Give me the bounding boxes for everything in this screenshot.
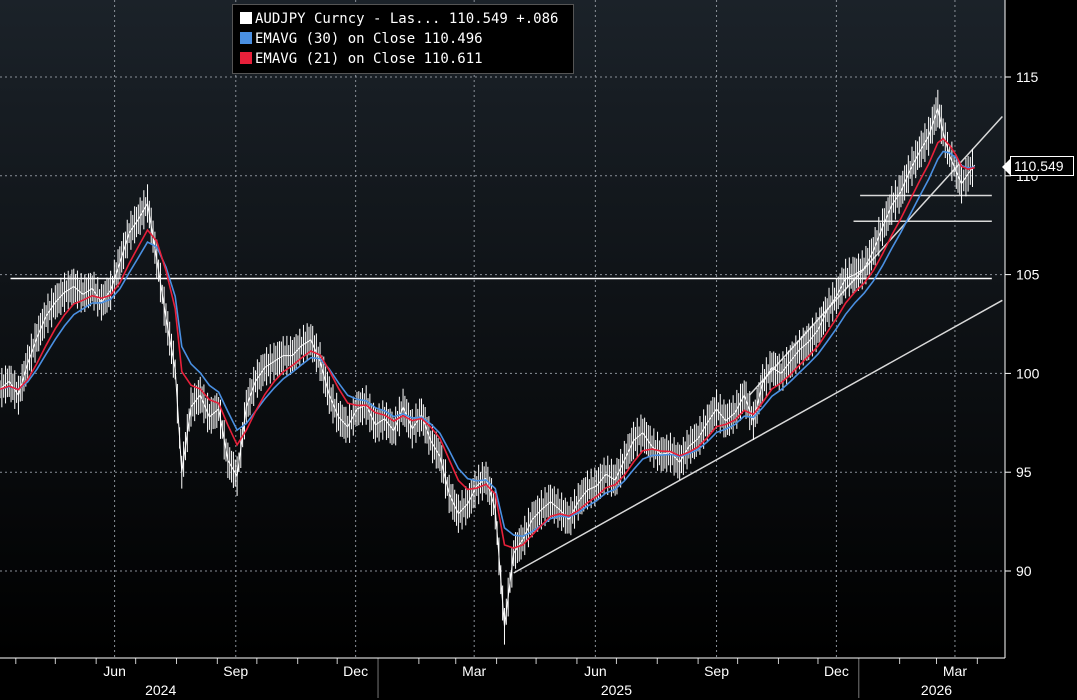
y-tick-label: 95 xyxy=(1016,464,1032,480)
x-year-label: 2026 xyxy=(921,682,952,698)
y-tick-label: 100 xyxy=(1016,365,1040,381)
legend-label-price: AUDJPY Curncy - Las... 110.549 +.086 xyxy=(255,11,559,27)
y-axis: 9095100105110115 xyxy=(1004,0,1040,658)
legend-swatch-price xyxy=(240,12,252,24)
price-series xyxy=(0,89,976,645)
x-month-label: Sep xyxy=(704,663,729,679)
ema21-line xyxy=(0,137,975,549)
legend-row-price[interactable]: AUDJPY Curncy - Las... 110.549 +.086 xyxy=(239,9,573,29)
y-tick-label: 90 xyxy=(1016,563,1032,579)
legend-row-ema30[interactable]: EMAVG (30) on Close 110.496 xyxy=(239,29,573,49)
x-month-label: Dec xyxy=(824,663,849,679)
trendline-0 xyxy=(513,299,1003,574)
plot-background xyxy=(0,0,1005,658)
legend-swatch-ema30 xyxy=(240,32,252,44)
last-price-badge: 110.549 xyxy=(1002,156,1074,176)
x-month-label: Jun xyxy=(103,663,126,679)
ema-series xyxy=(0,137,975,549)
x-month-label: Mar xyxy=(462,663,486,679)
ema30-line xyxy=(0,150,975,538)
x-month-label: Mar xyxy=(943,663,967,679)
x-month-label: Jun xyxy=(584,663,607,679)
x-year-label: 2024 xyxy=(145,682,176,698)
x-month-label: Dec xyxy=(343,663,368,679)
x-month-label: Sep xyxy=(223,663,248,679)
chart-legend[interactable]: AUDJPY Curncy - Las... 110.549 +.086 EMA… xyxy=(232,4,574,74)
y-tick-label: 105 xyxy=(1016,267,1040,283)
x-axis: Jun Sep Dec Mar Jun Sep Dec Mar 2024 2025 2026 xyxy=(0,657,1005,698)
legend-label-ema30: EMAVG (30) on Close 110.496 xyxy=(255,31,483,47)
y-tick-label: 115 xyxy=(1016,69,1039,85)
legend-label-ema21: EMAVG (21) on Close 110.611 xyxy=(255,51,483,67)
legend-row-ema21[interactable]: EMAVG (21) on Close 110.611 xyxy=(239,49,573,69)
x-year-label: 2025 xyxy=(601,682,632,698)
price-line xyxy=(0,106,976,627)
x-axis-background xyxy=(0,658,1077,700)
legend-swatch-ema21 xyxy=(240,52,252,64)
axis-background xyxy=(1005,0,1077,700)
